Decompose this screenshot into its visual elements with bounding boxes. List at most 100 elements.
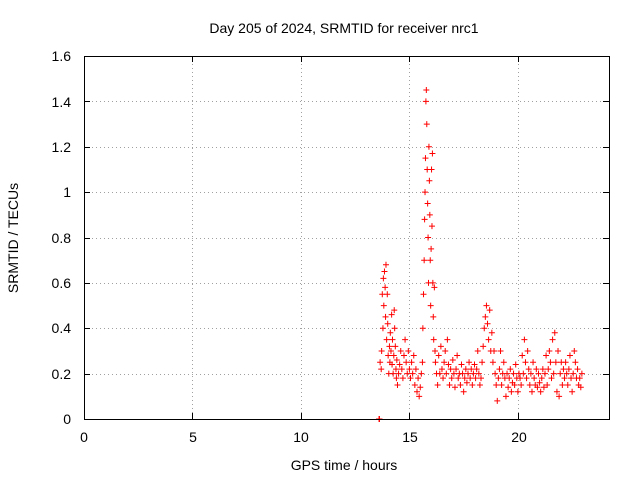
- data-point: [473, 366, 480, 373]
- data-point: [396, 361, 403, 368]
- y-tick-label-1.4: 1.4: [52, 94, 72, 110]
- data-point: [553, 388, 560, 395]
- data-point: [486, 307, 493, 314]
- data-point: [385, 352, 392, 359]
- data-point: [475, 370, 482, 377]
- data-point: [453, 366, 460, 373]
- data-point: [514, 388, 521, 395]
- y-tick-label-0.8: 0.8: [52, 230, 72, 246]
- data-point: [510, 370, 517, 377]
- data-point: [531, 375, 538, 382]
- data-point: [518, 381, 525, 388]
- data-point: [378, 347, 385, 354]
- data-point: [545, 366, 552, 373]
- data-point: [527, 370, 534, 377]
- y-axis-label: SRMTID / TECUs: [5, 183, 21, 293]
- data-point: [497, 347, 504, 354]
- data-point: [400, 352, 407, 359]
- data-point: [393, 357, 400, 364]
- data-point: [383, 336, 390, 343]
- x-tick-label-5: 5: [189, 429, 197, 445]
- data-point: [572, 359, 579, 366]
- data-point: [389, 336, 396, 343]
- plot-frame: [84, 56, 610, 420]
- data-point: [394, 381, 401, 388]
- data-point: [476, 381, 483, 388]
- data-point: [469, 381, 476, 388]
- data-point: [430, 336, 437, 343]
- data-point: [537, 388, 544, 395]
- data-point: [419, 325, 426, 332]
- data-point: [495, 375, 502, 382]
- data-point: [398, 366, 405, 373]
- data-point: [449, 357, 456, 364]
- data-point: [508, 388, 515, 395]
- data-point: [457, 381, 464, 388]
- data-point: [463, 379, 470, 386]
- data-point: [420, 291, 427, 298]
- data-point: [577, 384, 584, 391]
- data-point: [459, 370, 466, 377]
- data-point: [506, 375, 513, 382]
- data-point: [466, 359, 473, 366]
- data-point: [406, 366, 413, 373]
- data-point: [550, 370, 557, 377]
- data-point: [415, 375, 422, 382]
- data-point: [552, 359, 559, 366]
- data-point: [427, 302, 434, 309]
- data-point: [536, 379, 543, 386]
- data-point: [389, 361, 396, 368]
- data-point: [432, 359, 439, 366]
- data-point: [496, 366, 503, 373]
- data-point: [492, 370, 499, 377]
- data-point: [416, 393, 423, 400]
- data-point: [421, 216, 428, 223]
- data-point: [419, 359, 426, 366]
- data-point: [428, 166, 435, 173]
- data-point: [448, 375, 455, 382]
- data-point: [386, 343, 393, 350]
- data-point: [381, 268, 388, 275]
- data-point: [462, 366, 469, 373]
- data-point: [393, 375, 400, 382]
- data-point: [535, 370, 542, 377]
- data-point: [479, 359, 486, 366]
- data-point: [440, 375, 447, 382]
- data-point: [470, 370, 477, 377]
- data-point: [450, 370, 457, 377]
- data-point: [418, 370, 425, 377]
- data-point: [484, 320, 491, 327]
- data-point: [525, 366, 532, 373]
- data-point: [574, 366, 581, 373]
- data-point: [517, 375, 524, 382]
- data-point: [444, 336, 451, 343]
- data-point: [428, 245, 435, 252]
- data-points: [376, 87, 585, 422]
- data-point: [421, 257, 428, 264]
- data-point: [390, 370, 397, 377]
- data-point: [399, 375, 406, 382]
- data-point: [388, 311, 395, 318]
- data-point: [502, 393, 509, 400]
- y-tick-label-0.2: 0.2: [52, 366, 72, 382]
- data-point: [378, 366, 385, 373]
- data-point: [468, 366, 475, 373]
- data-point: [392, 343, 399, 350]
- data-point: [565, 366, 572, 373]
- data-point: [409, 370, 416, 377]
- data-point: [555, 347, 562, 354]
- data-point: [551, 329, 558, 336]
- y-tick-label-0.4: 0.4: [52, 320, 72, 336]
- data-point: [522, 359, 529, 366]
- data-point: [489, 359, 496, 366]
- data-point: [520, 370, 527, 377]
- data-point: [512, 361, 519, 368]
- data-point: [432, 347, 439, 354]
- data-point: [471, 361, 478, 368]
- chart-title: Day 205 of 2024, SRMTID for receiver nrc…: [209, 20, 478, 36]
- data-point: [569, 388, 576, 395]
- data-point: [507, 366, 514, 373]
- data-point: [455, 375, 462, 382]
- data-point: [397, 347, 404, 354]
